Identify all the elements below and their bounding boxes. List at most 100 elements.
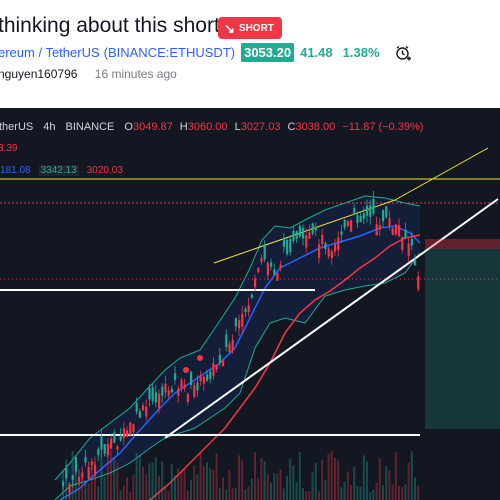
candle — [247, 305, 250, 313]
volume-bar — [318, 491, 320, 500]
volume-bar — [401, 487, 404, 500]
candle — [238, 320, 241, 329]
short-stop-zone[interactable] — [425, 239, 500, 249]
candlestick-series — [62, 191, 420, 499]
volume-bar — [132, 474, 135, 500]
alarm-clock-icon[interactable] — [394, 44, 412, 62]
candle — [87, 466, 90, 479]
legend-timeframe[interactable]: 4h — [43, 121, 56, 133]
ascending-trendline[interactable] — [164, 198, 499, 439]
volume-bar — [84, 482, 87, 500]
candle — [241, 313, 244, 327]
candle — [414, 260, 417, 266]
short-target-zone[interactable] — [425, 249, 500, 429]
volume-bar — [359, 486, 362, 500]
candle — [113, 432, 116, 443]
candle — [244, 308, 247, 313]
chart-canvas[interactable]: therUS 4h BINANCE O3049.87 H3060.00 L302… — [0, 108, 500, 500]
volume-bar — [119, 490, 122, 500]
indicator-lower-value: 3020.03 — [86, 165, 123, 176]
author-line: nguyen160796 16 minutes ago — [0, 67, 177, 81]
volume-bar — [193, 465, 196, 500]
legend-exchange: BINANCE — [65, 121, 115, 133]
volume-bar — [196, 474, 199, 500]
candle — [343, 219, 346, 228]
volume-bar — [362, 455, 365, 500]
ohlc-high-key: H — [179, 121, 188, 133]
volume-bar — [167, 491, 170, 500]
candle — [228, 343, 231, 353]
volume-bar — [231, 488, 234, 500]
candle — [289, 238, 292, 253]
channel-line-upper[interactable] — [213, 199, 396, 264]
bollinger-lower — [54, 252, 421, 500]
candle — [410, 239, 413, 246]
candle — [398, 225, 401, 237]
candle — [391, 228, 394, 235]
candle — [324, 243, 327, 249]
candle — [212, 362, 215, 376]
candle — [279, 264, 282, 268]
candle — [193, 385, 196, 398]
volume-bar — [158, 475, 160, 500]
volume-bar — [350, 485, 352, 500]
ohlc-high: 3060.00 — [187, 121, 228, 133]
ohlc-open: 3049.87 — [132, 121, 173, 133]
volume-bar — [282, 488, 285, 500]
chart-legend: therUS 4h BINANCE O3049.87 H3060.00 L302… — [0, 121, 427, 133]
candle — [337, 237, 340, 250]
volume-bar — [321, 459, 324, 500]
volume-bar — [186, 490, 189, 500]
candle — [142, 405, 145, 411]
volume-bar — [247, 485, 250, 500]
volume-bar — [375, 483, 378, 500]
price-badge: 3053.20 — [241, 43, 295, 62]
volume-bar — [215, 453, 218, 500]
volume-bar — [385, 465, 388, 500]
candle — [257, 268, 260, 273]
candle — [186, 394, 189, 402]
legend-symbol[interactable]: therUS — [0, 121, 34, 133]
ohlc-open-key: O — [124, 121, 133, 133]
symbol-exchange-link[interactable]: (BINANCE:ETHUSDT) — [103, 45, 236, 60]
candle — [273, 269, 276, 275]
symbol-link[interactable]: ereum / TetherUS — [0, 45, 100, 60]
signal-dot — [197, 355, 203, 361]
volume-bar — [286, 475, 288, 500]
short-badge[interactable]: ↘ SHORT — [218, 17, 282, 39]
candle — [190, 371, 193, 385]
volume-bar — [87, 482, 90, 500]
channel-line-top[interactable] — [394, 147, 489, 201]
volume-bar — [334, 457, 336, 500]
candle — [100, 436, 103, 450]
candle — [218, 354, 221, 364]
candle — [385, 206, 388, 218]
candle — [68, 483, 71, 493]
candle — [401, 237, 404, 250]
volume-bar — [404, 484, 407, 500]
candle — [148, 388, 151, 400]
legend-ohlc: O3049.87 H3060.00 L3027.03 C3038.00 −11.… — [124, 121, 427, 133]
volume-bar — [414, 477, 416, 500]
volume-bar — [81, 477, 84, 500]
volume-bar — [298, 452, 301, 500]
indicator-upper-value: 3342.13 — [38, 165, 79, 176]
candle — [404, 229, 407, 238]
candle — [314, 227, 317, 231]
author-name[interactable]: nguyen160796 — [0, 67, 78, 81]
candle — [308, 232, 311, 239]
candle — [305, 235, 308, 248]
candle — [250, 294, 253, 298]
volume-bar — [276, 473, 279, 500]
candle — [74, 457, 77, 472]
ohlc-low: 3027.03 — [240, 121, 281, 133]
chart-drawing[interactable] — [0, 108, 500, 500]
volume-bar — [410, 451, 413, 500]
candle — [62, 481, 65, 487]
candle — [71, 475, 74, 481]
bollinger-fill — [55, 196, 420, 486]
volume-bar — [68, 485, 71, 500]
candle — [132, 424, 135, 433]
bollinger-upper — [54, 195, 421, 481]
volume-bar — [330, 450, 333, 500]
